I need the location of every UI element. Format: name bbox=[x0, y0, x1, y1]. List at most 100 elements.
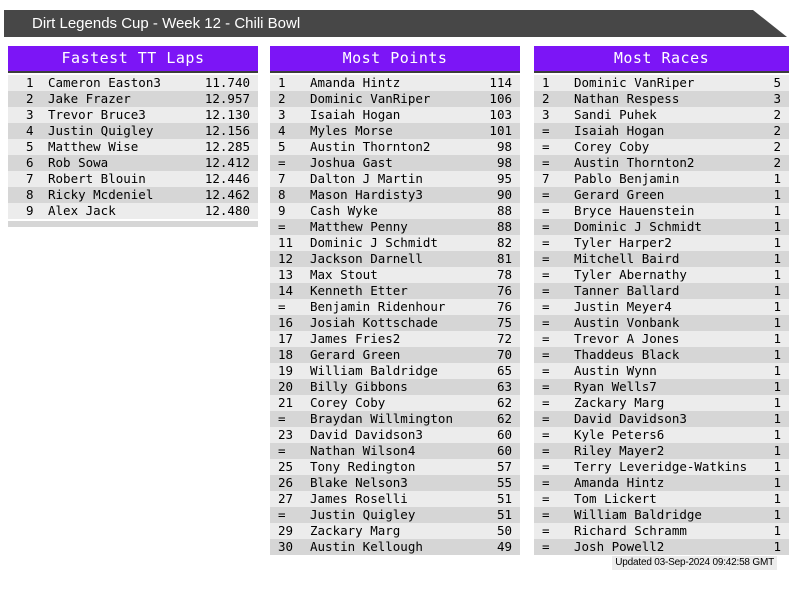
table-row: = Justin Meyer4 1 bbox=[534, 299, 789, 315]
player-name: Justin Quigley bbox=[48, 123, 154, 138]
value-cell: 62 bbox=[496, 395, 512, 410]
table-row: 1 Amanda Hintz 114 bbox=[270, 75, 520, 91]
value-cell: 1 bbox=[773, 507, 781, 522]
table-row: = Austin Vonbank 1 bbox=[534, 315, 789, 331]
rank-cell: 7 bbox=[26, 171, 34, 186]
value-cell: 1 bbox=[773, 443, 781, 458]
rank-cell: = bbox=[542, 315, 550, 330]
value-cell: 12.957 bbox=[204, 91, 250, 106]
table-row: = Tom Lickert 1 bbox=[534, 491, 789, 507]
rank-cell: 12 bbox=[278, 251, 294, 266]
table-row: = Tyler Harper2 1 bbox=[534, 235, 789, 251]
player-name: James Roselli bbox=[310, 491, 408, 506]
value-cell: 57 bbox=[496, 459, 512, 474]
rank-cell: 9 bbox=[26, 203, 34, 218]
rank-cell: 14 bbox=[278, 283, 294, 298]
player-name: Braydan Willmington bbox=[310, 411, 453, 426]
rank-cell: 19 bbox=[278, 363, 294, 378]
player-name: Thaddeus Black bbox=[574, 347, 680, 362]
table-row: = Corey Coby 2 bbox=[534, 139, 789, 155]
rank-cell: 1 bbox=[278, 75, 286, 90]
value-cell: 1 bbox=[773, 475, 781, 490]
rank-cell: = bbox=[542, 539, 550, 554]
table-row: 25 Tony Redington 57 bbox=[270, 459, 520, 475]
rank-cell: = bbox=[542, 395, 550, 410]
board-most-races: Most Races 1 Dominic VanRiper 5 2 Nathan… bbox=[534, 46, 789, 555]
player-name: Josh Powell2 bbox=[574, 539, 665, 554]
value-cell: 62 bbox=[496, 411, 512, 426]
table-row: 1 Dominic VanRiper 5 bbox=[534, 75, 789, 91]
value-cell: 1 bbox=[773, 363, 781, 378]
table-row: 27 James Roselli 51 bbox=[270, 491, 520, 507]
player-name: Corey Coby bbox=[574, 139, 650, 154]
value-cell: 98 bbox=[496, 139, 512, 154]
player-name: Austin Vonbank bbox=[574, 315, 680, 330]
rank-cell: = bbox=[542, 523, 550, 538]
value-cell: 51 bbox=[496, 507, 512, 522]
value-cell: 106 bbox=[489, 91, 512, 106]
player-name: Gerard Green bbox=[310, 347, 401, 362]
value-cell: 70 bbox=[496, 347, 512, 362]
player-name: Austin Wynn bbox=[574, 363, 657, 378]
player-name: David Davidson3 bbox=[310, 427, 423, 442]
value-cell: 60 bbox=[496, 427, 512, 442]
player-name: Dominic VanRiper bbox=[574, 75, 695, 90]
table-row: 2 Nathan Respess 3 bbox=[534, 91, 789, 107]
rank-cell: 1 bbox=[26, 75, 34, 90]
board-divider bbox=[8, 71, 258, 73]
value-cell: 78 bbox=[496, 267, 512, 282]
rank-cell: 13 bbox=[278, 267, 294, 282]
player-name: Nathan Wilson4 bbox=[310, 443, 416, 458]
value-cell: 2 bbox=[773, 107, 781, 122]
board-title: Most Races bbox=[534, 46, 789, 71]
value-cell: 76 bbox=[496, 283, 512, 298]
value-cell: 1 bbox=[773, 203, 781, 218]
player-name: Isaiah Hogan bbox=[574, 123, 665, 138]
table-row: 30 Austin Kellough 49 bbox=[270, 539, 520, 555]
player-name: Justin Meyer4 bbox=[574, 299, 672, 314]
rank-cell: 16 bbox=[278, 315, 294, 330]
player-name: Dalton J Martin bbox=[310, 171, 423, 186]
player-name: Trevor Bruce3 bbox=[48, 107, 146, 122]
rank-cell: 17 bbox=[278, 331, 294, 346]
value-cell: 12.156 bbox=[204, 123, 250, 138]
value-cell: 51 bbox=[496, 491, 512, 506]
table-row: 5 Austin Thornton2 98 bbox=[270, 139, 520, 155]
table-row: 9 Cash Wyke 88 bbox=[270, 203, 520, 219]
player-name: Austin Thornton2 bbox=[310, 139, 431, 154]
value-cell: 1 bbox=[773, 459, 781, 474]
player-name: Jake Frazer bbox=[48, 91, 131, 106]
board-divider bbox=[534, 71, 789, 73]
rank-cell: 26 bbox=[278, 475, 294, 490]
rank-cell: = bbox=[542, 299, 550, 314]
player-name: Isaiah Hogan bbox=[310, 107, 401, 122]
player-name: Pablo Benjamin bbox=[574, 171, 680, 186]
player-name: Tanner Ballard bbox=[574, 283, 680, 298]
table-row: = Zackary Marg 1 bbox=[534, 395, 789, 411]
value-cell: 1 bbox=[773, 347, 781, 362]
table-row: = Joshua Gast 98 bbox=[270, 155, 520, 171]
value-cell: 114 bbox=[489, 75, 512, 90]
value-cell: 1 bbox=[773, 395, 781, 410]
rank-cell: = bbox=[542, 331, 550, 346]
rank-cell: 3 bbox=[26, 107, 34, 122]
player-name: Amanda Hintz bbox=[310, 75, 401, 90]
value-cell: 65 bbox=[496, 363, 512, 378]
table-row: = Benjamin Ridenhour 76 bbox=[270, 299, 520, 315]
rank-cell: = bbox=[542, 219, 550, 234]
player-name: Robert Blouin bbox=[48, 171, 146, 186]
table-row: 21 Corey Coby 62 bbox=[270, 395, 520, 411]
player-name: Alex Jack bbox=[48, 203, 116, 218]
value-cell: 60 bbox=[496, 443, 512, 458]
rank-cell: 8 bbox=[26, 187, 34, 202]
table-row: 26 Blake Nelson3 55 bbox=[270, 475, 520, 491]
table-row: 23 David Davidson3 60 bbox=[270, 427, 520, 443]
value-cell: 1 bbox=[773, 427, 781, 442]
table-row: 11 Dominic J Schmidt 82 bbox=[270, 235, 520, 251]
player-name: Justin Quigley bbox=[310, 507, 416, 522]
player-name: Kyle Peters6 bbox=[574, 427, 665, 442]
rank-cell: = bbox=[542, 411, 550, 426]
value-cell: 1 bbox=[773, 523, 781, 538]
table-row: = William Baldridge 1 bbox=[534, 507, 789, 523]
value-cell: 1 bbox=[773, 315, 781, 330]
